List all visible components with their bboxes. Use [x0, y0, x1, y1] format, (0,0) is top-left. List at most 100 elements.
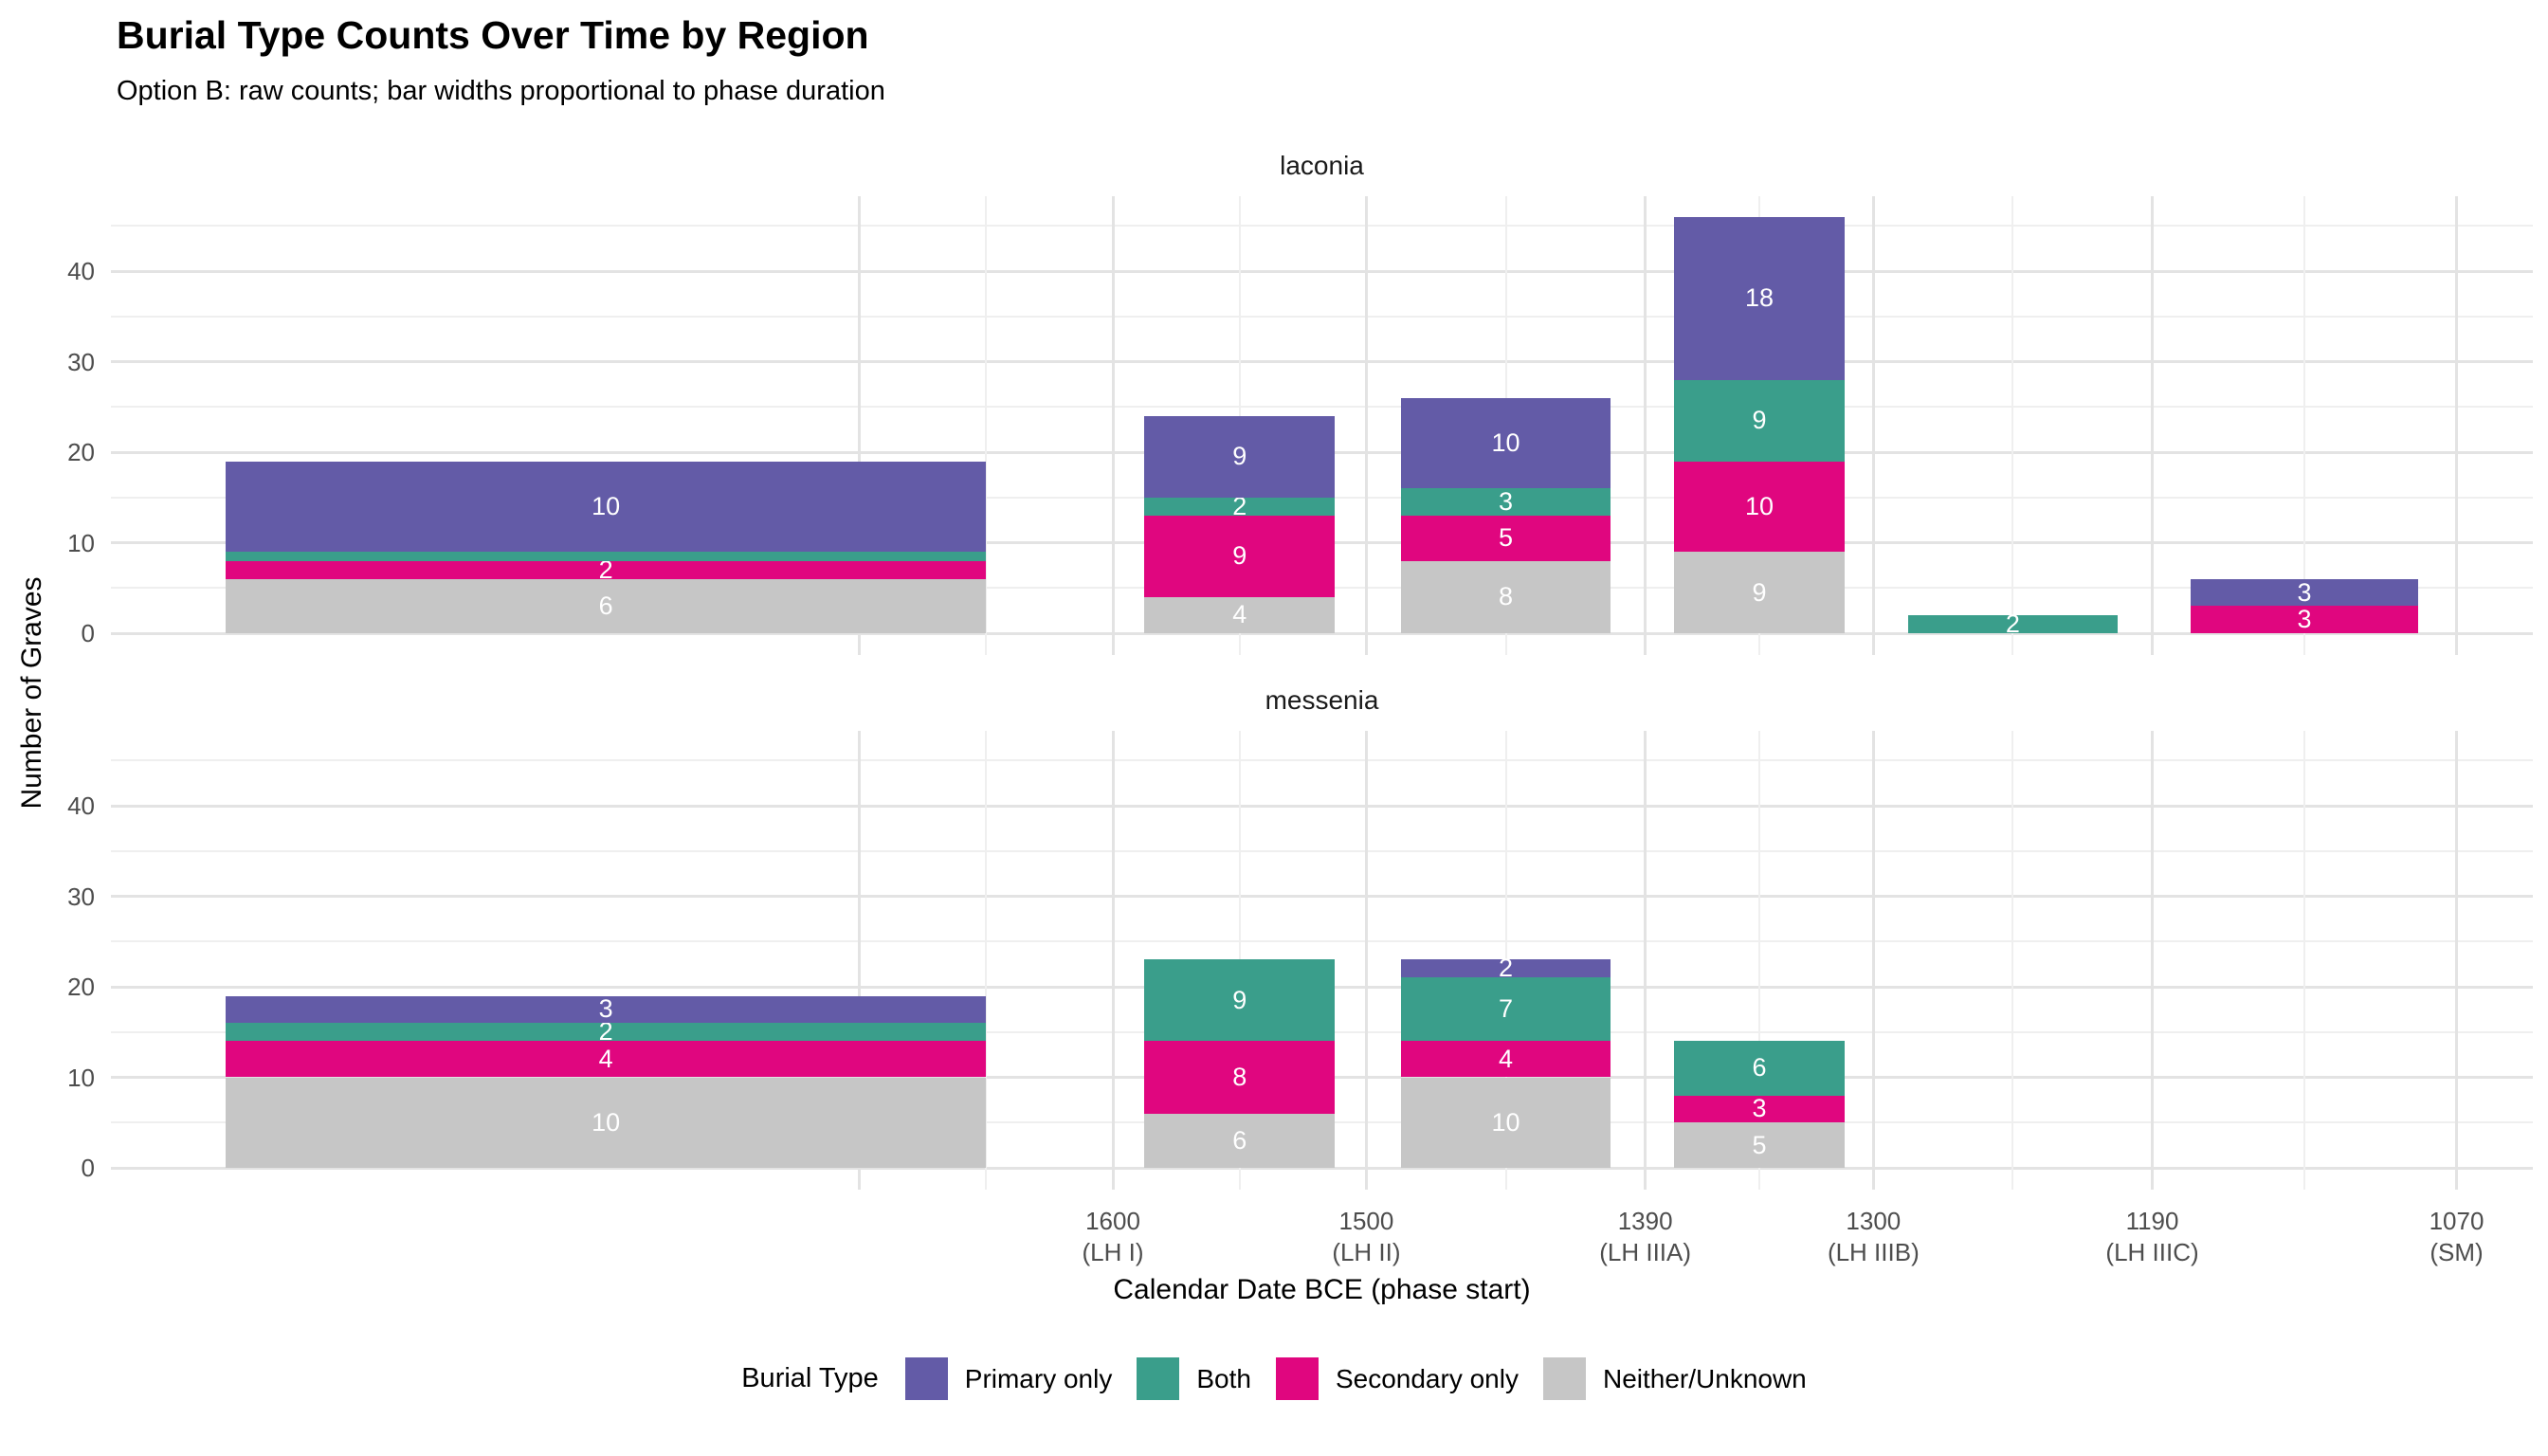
bar-value-label: 18 [1744, 283, 1774, 313]
v-gridline-major [2151, 196, 2155, 655]
x-tick-phase: (LH IIIC) [2105, 1238, 2199, 1266]
bar-value-label: 6 [598, 591, 613, 620]
bar-value-label: 10 [1491, 1107, 1520, 1137]
bar-segment-both [225, 552, 987, 561]
legend-label-primary: Primary only [964, 1363, 1113, 1393]
x-tick-year: 1500 [1338, 1207, 1394, 1235]
x-tick-phase: (LH II) [1332, 1238, 1401, 1266]
legend-label-neither: Neither/Unknown [1602, 1363, 1807, 1393]
bar-value-label: 2 [2005, 609, 2020, 638]
y-tick-label: 20 [67, 438, 95, 466]
bar-value-label: 7 [1499, 994, 1514, 1024]
bar-segment-secondary: 10 [1673, 461, 1846, 553]
y-tick-label: 0 [81, 1154, 95, 1182]
y-tick-label: 20 [67, 973, 95, 1001]
v-gridline-major [1644, 731, 1647, 1190]
bar-segment-both: 2 [225, 1019, 987, 1045]
x-tick-phase: (LH IIIB) [1827, 1238, 1920, 1266]
v-gridline-minor [2303, 196, 2305, 655]
bar-value-label: 2 [1499, 954, 1514, 983]
bar-segment-both: 2 [1908, 610, 2118, 636]
v-gridline-major [858, 196, 862, 655]
bar-segment-both: 9 [1673, 379, 1846, 462]
bar-segment-neither: 10 [1401, 1077, 1611, 1168]
bar-segment-both: 2 [1144, 493, 1335, 519]
v-gridline-major [1871, 731, 1875, 1190]
bar-value-label: 3 [2297, 605, 2312, 634]
bar-value-label: 8 [1499, 582, 1514, 611]
v-gridline-major [1111, 731, 1115, 1190]
x-tick-phase: (SM) [2430, 1238, 2484, 1266]
legend-swatch-primary [904, 1357, 948, 1400]
x-tick-label: 1390 (LH IIIA) [1503, 1206, 1788, 1268]
h-gridline-minor [111, 940, 2533, 943]
legend-label-both: Both [1196, 1363, 1251, 1393]
facet-label-messenia: messenia [1265, 685, 1379, 715]
bar-segment-both: 3 [1401, 488, 1611, 516]
bar-segment-secondary: 9 [1144, 515, 1335, 597]
legend-swatch-both [1137, 1357, 1180, 1400]
bar-value-label: 3 [1752, 1094, 1767, 1123]
bar-segment-both: 7 [1401, 977, 1611, 1042]
x-tick-label: 1600 (LH I) [971, 1206, 1255, 1268]
y-tick-label: 40 [67, 257, 95, 285]
y-axis-title: Number of Graves [16, 576, 47, 810]
h-gridline-major [111, 1166, 2533, 1170]
x-tick-phase: (LH I) [1082, 1238, 1144, 1266]
h-gridline-minor [111, 759, 2533, 762]
bar-value-label: 4 [598, 1044, 613, 1073]
bar-value-label: 4 [1232, 600, 1247, 629]
bar-segment-primary: 2 [1401, 956, 1611, 981]
legend-swatch-secondary [1275, 1357, 1319, 1400]
bar-value-label: 5 [1752, 1130, 1767, 1159]
bar-value-label: 9 [1232, 541, 1247, 571]
v-gridline-major [2454, 196, 2458, 655]
y-tick-label: 10 [67, 528, 95, 557]
v-gridline-major [1111, 196, 1115, 655]
legend-items: Primary only Both Secondary only Neither/Un… [904, 1357, 1807, 1400]
bar-value-label: 9 [1752, 577, 1767, 607]
h-gridline-minor [111, 315, 2533, 318]
v-gridline-major [2151, 731, 2155, 1190]
bar-value-label: 10 [592, 1107, 621, 1137]
x-tick-label: 1070 (SM) [2314, 1206, 2548, 1268]
x-tick-year: 1190 [2125, 1207, 2179, 1235]
bar-value-label: 2 [598, 555, 613, 584]
legend-item-primary: Primary only [904, 1357, 1113, 1400]
h-gridline-major [111, 895, 2533, 898]
h-gridline-minor [111, 849, 2533, 852]
x-tick-year: 1390 [1617, 1207, 1673, 1235]
v-gridline-major [1364, 196, 1368, 655]
bar-segment-neither: 9 [1673, 552, 1846, 633]
v-gridline-minor [1757, 731, 1760, 1190]
bar-segment-both: 6 [1673, 1041, 1846, 1096]
v-gridline-minor [2011, 196, 2014, 655]
bar-segment-primary: 10 [225, 461, 987, 553]
legend-item-both: Both [1137, 1357, 1251, 1400]
bar-value-label: 6 [1752, 1053, 1767, 1083]
bar-segment-primary: 18 [1673, 216, 1846, 380]
legend: Burial Type Primary only Both Secondary on… [0, 1357, 2548, 1400]
bar-value-label: 4 [1499, 1044, 1514, 1073]
bar-segment-secondary: 8 [1144, 1041, 1335, 1114]
h-gridline-major [111, 804, 2533, 808]
bar-segment-secondary: 3 [2190, 605, 2419, 634]
x-tick-label: 1500 (LH II) [1224, 1206, 1508, 1268]
v-gridline-minor [985, 196, 988, 655]
x-tick-year: 1600 [1085, 1207, 1140, 1235]
bar-segment-primary: 10 [1401, 397, 1611, 489]
legend-title: Burial Type [741, 1363, 879, 1393]
bar-value-label: 5 [1499, 523, 1514, 553]
x-axis-title: Calendar Date BCE (phase start) [1113, 1274, 1531, 1305]
v-gridline-major [858, 731, 862, 1190]
legend-label-secondary: Secondary only [1335, 1363, 1519, 1393]
legend-swatch-neither [1542, 1357, 1586, 1400]
h-gridline-major [111, 269, 2533, 273]
y-tick-label: 30 [67, 882, 95, 911]
bar-segment-neither: 5 [1673, 1122, 1846, 1168]
bar-value-label: 8 [1232, 1062, 1247, 1091]
h-gridline-major [111, 631, 2533, 635]
legend-item-neither: Neither/Unknown [1542, 1357, 1807, 1400]
bar-segment-neither: 6 [225, 578, 987, 633]
